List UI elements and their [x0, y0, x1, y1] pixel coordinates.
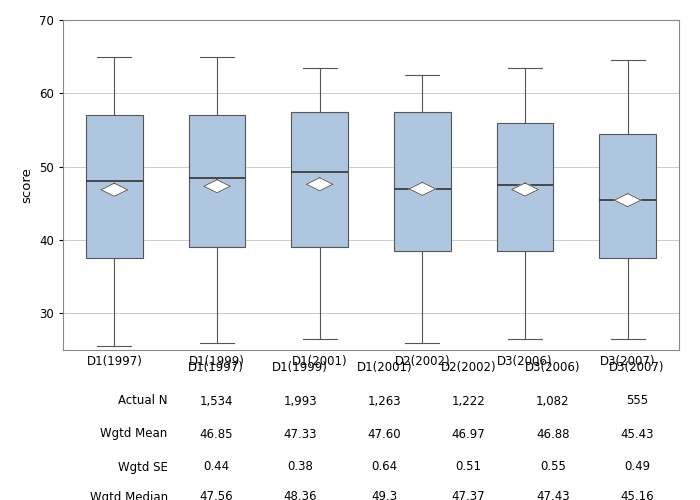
FancyBboxPatch shape [189, 116, 245, 248]
Text: 46.88: 46.88 [536, 428, 570, 440]
Polygon shape [615, 194, 641, 207]
Text: Wgtd SE: Wgtd SE [118, 460, 168, 473]
Text: 0.64: 0.64 [371, 460, 398, 473]
Text: Wgtd Median: Wgtd Median [90, 490, 168, 500]
FancyBboxPatch shape [291, 112, 348, 248]
Polygon shape [409, 182, 435, 196]
Text: D3(2006): D3(2006) [525, 362, 580, 374]
Text: 1,263: 1,263 [368, 394, 401, 407]
Text: Wgtd Mean: Wgtd Mean [101, 428, 168, 440]
Text: 0.55: 0.55 [540, 460, 566, 473]
Polygon shape [204, 180, 230, 193]
Text: 47.43: 47.43 [536, 490, 570, 500]
Text: 0.49: 0.49 [624, 460, 650, 473]
Text: 1,993: 1,993 [284, 394, 317, 407]
Text: 47.56: 47.56 [199, 490, 233, 500]
Polygon shape [512, 183, 538, 196]
Polygon shape [307, 178, 333, 191]
Text: 555: 555 [626, 394, 648, 407]
Text: 47.33: 47.33 [284, 428, 317, 440]
FancyBboxPatch shape [599, 134, 656, 258]
Text: 45.43: 45.43 [620, 428, 654, 440]
FancyBboxPatch shape [497, 122, 553, 251]
Text: 0.51: 0.51 [456, 460, 482, 473]
Text: 0.44: 0.44 [203, 460, 229, 473]
FancyBboxPatch shape [394, 112, 451, 251]
Text: 1,082: 1,082 [536, 394, 570, 407]
Polygon shape [101, 183, 127, 196]
Text: D1(1999): D1(1999) [272, 362, 328, 374]
Text: D1(1997): D1(1997) [188, 362, 244, 374]
Text: 1,534: 1,534 [199, 394, 232, 407]
Text: D1(2001): D1(2001) [356, 362, 412, 374]
Text: 48.36: 48.36 [284, 490, 317, 500]
Text: 47.37: 47.37 [452, 490, 485, 500]
Text: 49.3: 49.3 [371, 490, 398, 500]
Text: 46.85: 46.85 [199, 428, 232, 440]
Text: D3(2007): D3(2007) [609, 362, 665, 374]
Text: Actual N: Actual N [118, 394, 168, 407]
Text: 47.60: 47.60 [368, 428, 401, 440]
Text: 45.16: 45.16 [620, 490, 654, 500]
Y-axis label: score: score [20, 167, 34, 203]
Text: 0.38: 0.38 [287, 460, 313, 473]
Text: D2(2002): D2(2002) [441, 362, 496, 374]
FancyBboxPatch shape [86, 116, 143, 258]
Text: 1,222: 1,222 [452, 394, 485, 407]
Text: 46.97: 46.97 [452, 428, 485, 440]
